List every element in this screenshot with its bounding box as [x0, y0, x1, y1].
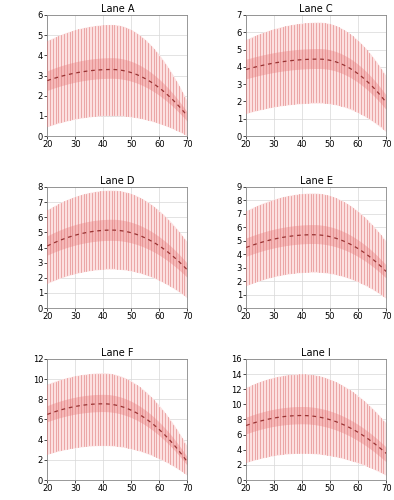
- Title: Lane E: Lane E: [299, 176, 333, 186]
- Title: Lane I: Lane I: [301, 348, 331, 358]
- Title: Lane F: Lane F: [101, 348, 134, 358]
- Title: Lane A: Lane A: [100, 4, 134, 14]
- Title: Lane C: Lane C: [299, 4, 333, 14]
- Title: Lane D: Lane D: [100, 176, 134, 186]
